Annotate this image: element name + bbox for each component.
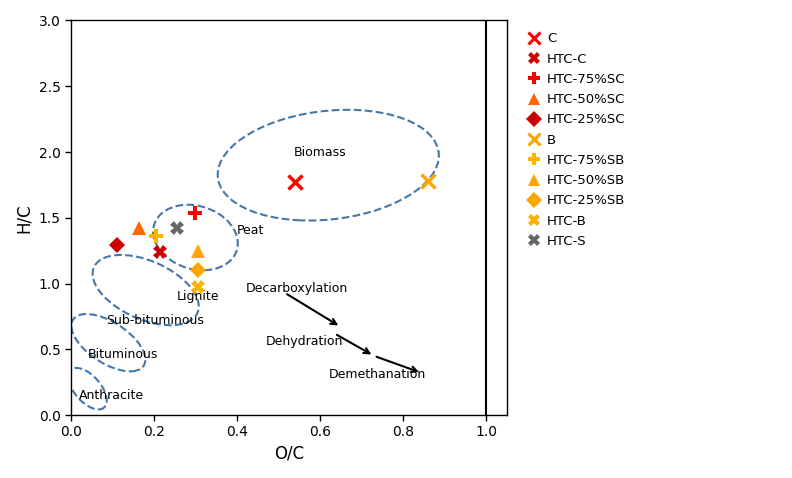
Text: Anthracite: Anthracite [79,389,144,402]
Text: Decarboxylation: Decarboxylation [246,282,348,295]
Text: Bituminous: Bituminous [88,348,158,361]
X-axis label: O/C: O/C [274,445,304,463]
Text: Peat: Peat [237,224,265,238]
Text: Dehydration: Dehydration [266,335,344,348]
Text: Biomass: Biomass [294,145,346,159]
Text: Lignite: Lignite [177,290,219,303]
Text: Demethanation: Demethanation [328,368,425,381]
Y-axis label: H/C: H/C [15,203,33,233]
Text: Sub-bituminous: Sub-bituminous [106,314,204,327]
Legend: C, HTC-C, HTC-75%SC, HTC-50%SC, HTC-25%SC, B, HTC-75%SB, HTC-50%SB, HTC-25%SB, H: C, HTC-C, HTC-75%SC, HTC-50%SC, HTC-25%S… [522,27,631,253]
